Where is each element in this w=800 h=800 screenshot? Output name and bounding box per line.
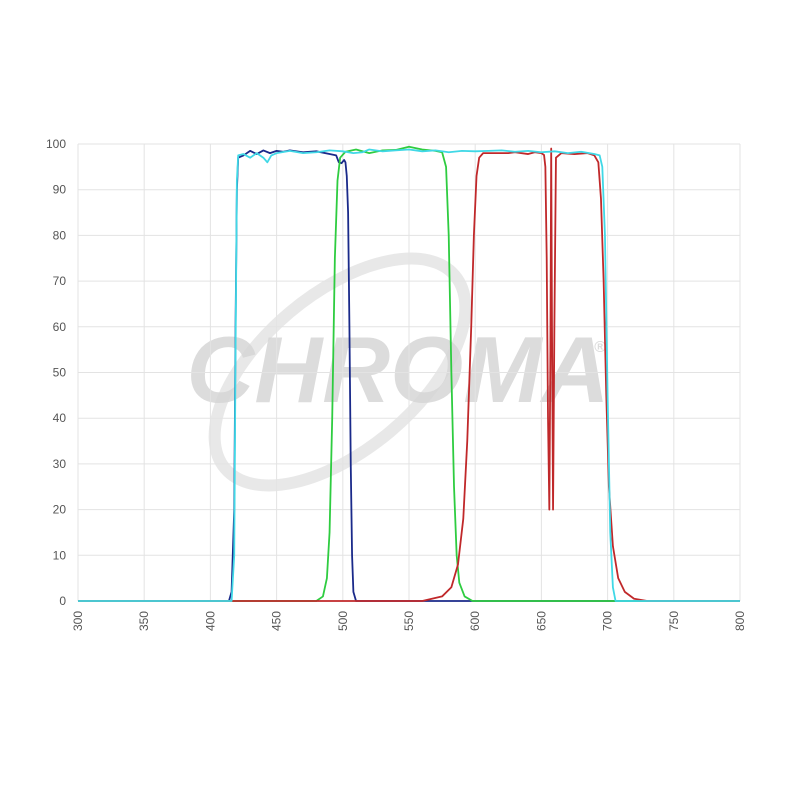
x-axis-ticks: 300 350 400 450 500 550 600 650 700 750 800 [71, 611, 747, 631]
x-tick-label: 600 [468, 611, 482, 631]
chroma-watermark: CHROMA ® [187, 252, 610, 492]
x-tick-label: 450 [270, 611, 284, 631]
y-tick-label: 30 [53, 457, 67, 471]
y-tick-label: 50 [53, 366, 67, 380]
x-tick-label: 350 [137, 611, 151, 631]
x-tick-label: 750 [667, 611, 681, 631]
watermark-text: CHROMA [187, 317, 610, 422]
x-tick-label: 700 [601, 611, 615, 631]
watermark-swoosh [208, 252, 472, 492]
y-tick-label: 40 [53, 411, 67, 425]
series-group [78, 145, 740, 602]
series-line-4 [78, 148, 740, 602]
y-tick-label: 10 [53, 548, 67, 562]
y-axis-ticks: 0 10 20 30 40 50 60 70 80 90 100 [46, 137, 66, 608]
x-tick-label: 500 [336, 611, 350, 631]
y-tick-label: 20 [53, 503, 67, 517]
grid [77, 143, 741, 602]
x-tick-label: 800 [733, 611, 747, 631]
series-line-3 [78, 147, 740, 602]
watermark-registered-mark: ® [594, 339, 606, 356]
y-tick-label: 60 [53, 320, 67, 334]
x-tick-label: 550 [402, 611, 416, 631]
x-tick-label: 400 [203, 611, 217, 631]
y-tick-label: 70 [53, 274, 67, 288]
y-tick-label: 80 [53, 228, 67, 242]
x-tick-label: 300 [71, 611, 85, 631]
x-tick-label: 650 [534, 611, 548, 631]
y-tick-label: 0 [59, 594, 66, 608]
y-tick-label: 100 [46, 137, 66, 151]
y-tick-label: 90 [53, 183, 67, 197]
